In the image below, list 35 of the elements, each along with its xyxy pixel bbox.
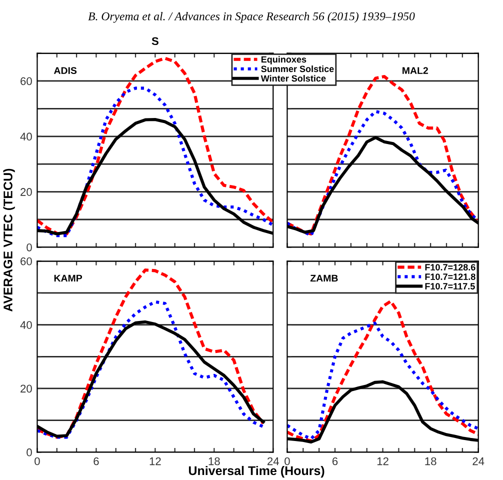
x-tick-label: 24 <box>268 457 279 466</box>
legend-label: F10.7=121.8 <box>425 274 476 280</box>
y-tick-label: 60 <box>20 77 32 86</box>
x-tick-label: 6 <box>332 457 338 466</box>
text: B. Oryema et al. / Advances in Space Research 56 (2015) 1939–1950 <box>88 12 415 23</box>
line-series <box>37 300 265 439</box>
x-tick-label: 0 <box>34 457 40 466</box>
y-tick-label: 40 <box>20 132 32 141</box>
y-tick-label: 20 <box>20 188 32 196</box>
x-tick-label: 0 <box>284 457 290 466</box>
line-series <box>37 268 265 439</box>
line-series <box>37 86 274 238</box>
y-tick-label: 40 <box>20 321 32 329</box>
annotation: ADIS <box>54 67 77 74</box>
legend-label: Winter Solstice <box>260 74 326 82</box>
y-tick-label: 20 <box>20 384 32 393</box>
x-tick-label: 18 <box>425 457 436 466</box>
x-tick-label: 24 <box>472 457 484 466</box>
annotation: ZAMB <box>310 274 338 282</box>
y-axis-title: AVERAGE VTEC (TECU) <box>3 168 15 312</box>
legend-label: F10.7=128.6 <box>425 264 476 270</box>
legend-label: F10.7=117.5 <box>425 283 475 290</box>
x-tick-label: 12 <box>150 457 161 466</box>
x-axis-title: Universal Time (Hours) <box>188 466 324 478</box>
legend-label: Equinoxes <box>261 56 306 64</box>
legend-label: Summer Solstice <box>261 65 334 72</box>
x-tick-label: 12 <box>377 457 388 466</box>
annotation: MAL2 <box>402 67 428 74</box>
y-tick-label: 0 <box>26 448 32 456</box>
x-tick-label: 18 <box>208 457 220 466</box>
y-tick-label: 0 <box>26 243 32 252</box>
x-tick-label: 6 <box>94 457 99 466</box>
y-tick-label: 60 <box>20 257 32 266</box>
chart-title: S <box>152 37 158 46</box>
annotation: KAMP <box>54 274 82 282</box>
